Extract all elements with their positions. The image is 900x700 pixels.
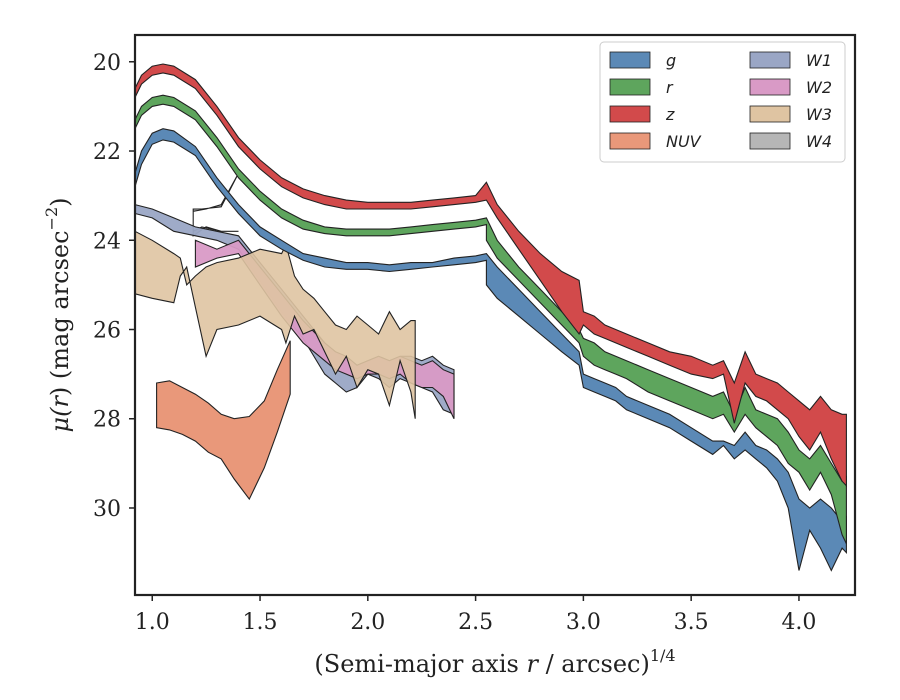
series-bands [134, 63, 847, 572]
legend-label-z: z [665, 105, 675, 124]
legend-label-w4: W4 [806, 132, 832, 151]
band-g [134, 128, 847, 572]
legend-swatch-w3 [749, 105, 791, 123]
legend: grz NUV W1 W2 W3 W4 [599, 41, 846, 163]
band-nuv [156, 340, 291, 501]
legend-swatch-r [609, 78, 651, 96]
plot-frame [133, 33, 857, 597]
legend-label-g: g [666, 51, 676, 70]
legend-swatch-w4 [749, 132, 791, 150]
band-z [134, 63, 847, 488]
x-tick-label: 2.0 [350, 610, 385, 635]
x-tick-label: 4.0 [781, 610, 816, 635]
legend-label-w3: W3 [806, 105, 832, 124]
x-tick-label: 1.5 [243, 610, 278, 635]
x-tick-label: 3.0 [566, 610, 601, 635]
legend-swatch-w1 [749, 51, 791, 69]
legend-box [599, 41, 846, 163]
x-axis-label: (Semi-major axis r / arcsec)1/4 [314, 646, 675, 678]
legend-label-w2: W2 [806, 78, 832, 97]
band-r [134, 94, 847, 544]
legend-swatch-w2 [749, 78, 791, 96]
y-tick-label: 22 [93, 140, 121, 165]
y-tick-label: 20 [93, 51, 121, 76]
x-axis: 1.0 1.5 2.0 2.5 3.0 3.5 4.0 [135, 595, 816, 635]
legend-label-w1: W1 [806, 51, 832, 70]
x-tick-label: 2.5 [458, 610, 493, 635]
legend-label-nuv: NUV [666, 132, 702, 151]
band-w3 [134, 230, 416, 419]
legend-swatch-g [609, 51, 651, 69]
y-tick-label: 24 [93, 229, 121, 254]
legend-swatch-nuv [609, 132, 651, 150]
y-tick-label: 30 [93, 497, 121, 522]
legend-label-r: r [666, 78, 674, 97]
x-tick-label: 3.5 [674, 610, 709, 635]
legend-swatch-z [609, 105, 651, 123]
y-axis-label: μ(r) (mag arcsec−2) [42, 197, 74, 432]
y-tick-label: 26 [93, 319, 121, 344]
y-tick-label: 28 [93, 408, 121, 433]
y-axis: 20 22 24 26 28 30 [93, 51, 135, 522]
x-tick-label: 1.0 [135, 610, 170, 635]
